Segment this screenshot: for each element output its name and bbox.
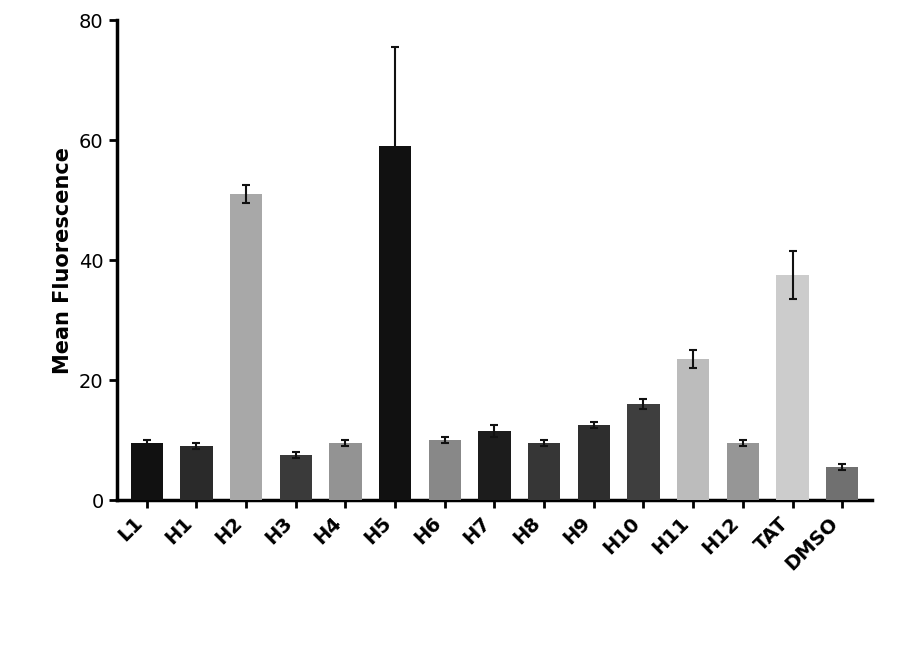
Bar: [429, 440, 461, 500]
Bar: [528, 443, 560, 500]
Bar: [130, 443, 163, 500]
Bar: [826, 467, 859, 500]
Bar: [478, 432, 511, 500]
Bar: [280, 455, 312, 500]
Bar: [379, 146, 411, 500]
Bar: [628, 404, 660, 500]
Bar: [180, 446, 212, 500]
Bar: [777, 275, 809, 500]
Y-axis label: Mean Fluorescence: Mean Fluorescence: [54, 147, 74, 374]
Bar: [677, 359, 709, 500]
Bar: [578, 426, 610, 500]
Bar: [230, 194, 263, 500]
Bar: [329, 443, 361, 500]
Bar: [726, 443, 759, 500]
